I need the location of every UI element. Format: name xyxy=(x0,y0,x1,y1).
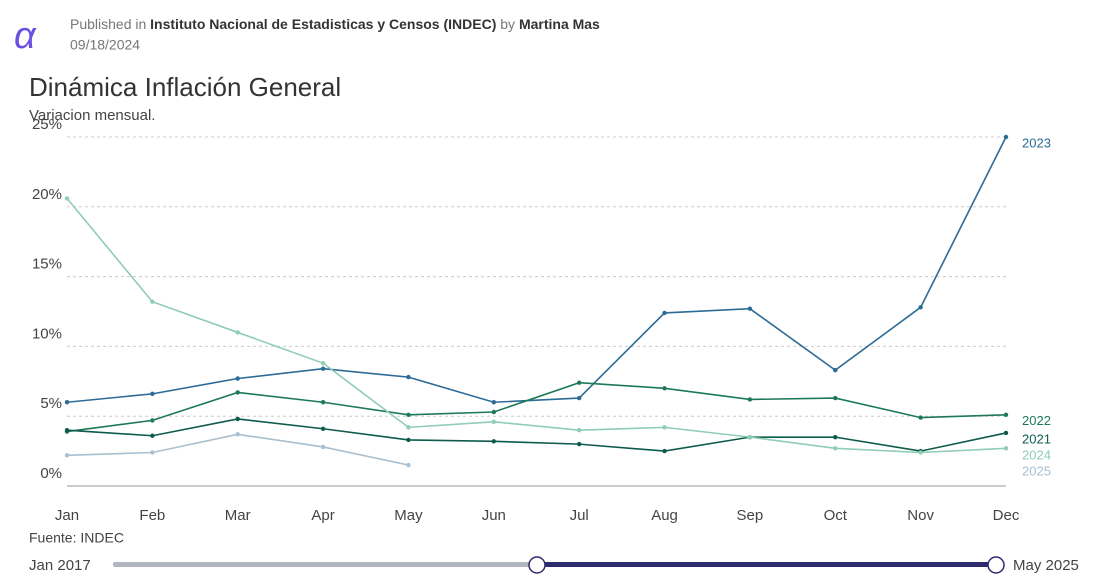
point xyxy=(320,366,326,371)
point xyxy=(406,437,411,443)
point xyxy=(662,448,667,454)
point xyxy=(406,462,411,468)
publisher[interactable]: Instituto Nacional de Estadisticas y Cen… xyxy=(150,16,496,32)
point xyxy=(320,360,326,366)
series-line xyxy=(66,381,1007,433)
point xyxy=(235,330,240,335)
point xyxy=(576,441,582,447)
point xyxy=(662,425,667,430)
point xyxy=(1003,134,1009,140)
x-tick-label: Jul xyxy=(570,507,589,524)
slider-range xyxy=(537,562,996,567)
x-tick-label: Sep xyxy=(737,507,764,524)
point xyxy=(918,450,923,455)
x-tick-label: Oct xyxy=(824,507,848,524)
point xyxy=(406,425,411,430)
y-tick-label: 20% xyxy=(32,186,62,203)
point xyxy=(918,305,923,310)
point xyxy=(576,427,582,433)
point xyxy=(491,400,497,405)
series-line xyxy=(66,418,1007,452)
point xyxy=(320,426,326,431)
point xyxy=(406,412,411,418)
point xyxy=(833,446,838,451)
point xyxy=(235,376,240,381)
x-tick-label: Mar xyxy=(225,507,251,524)
point xyxy=(662,386,667,391)
point xyxy=(833,395,838,401)
legend-label: 2025 xyxy=(1022,463,1051,478)
point xyxy=(1003,446,1009,451)
point xyxy=(235,432,240,437)
chart-subtitle: Variacion mensual. xyxy=(29,107,155,124)
slider-track xyxy=(113,562,537,567)
y-tick-label: 0% xyxy=(40,465,62,482)
point xyxy=(491,439,497,444)
x-tick-label: Dec xyxy=(993,507,1020,524)
point xyxy=(833,434,838,440)
y-tick-label: 10% xyxy=(32,325,62,342)
x-tick-label: May xyxy=(394,507,423,524)
slider-handle[interactable] xyxy=(528,556,546,574)
logo: α xyxy=(14,15,37,57)
point xyxy=(64,400,70,405)
date: 09/18/2024 xyxy=(70,37,140,53)
x-tick-label: Jan xyxy=(55,507,79,524)
point xyxy=(64,453,70,458)
author[interactable]: Martina Mas xyxy=(519,16,600,32)
point xyxy=(150,391,155,397)
y-tick-label: 5% xyxy=(40,395,62,412)
legend-label: 2022 xyxy=(1022,413,1051,428)
point xyxy=(1003,412,1009,418)
slider-start: Jan 2017 xyxy=(29,557,91,574)
point xyxy=(662,310,667,316)
point xyxy=(64,427,70,433)
point xyxy=(576,395,582,401)
slider-handle[interactable] xyxy=(987,556,1005,574)
by: by xyxy=(500,16,515,32)
point xyxy=(150,299,155,304)
published-in: Published in xyxy=(70,16,146,32)
point xyxy=(320,444,326,450)
point xyxy=(235,390,240,395)
chart-title: Dinámica Inflación General xyxy=(29,72,341,102)
source: Fuente: INDEC xyxy=(29,530,124,546)
point xyxy=(1003,430,1009,436)
point xyxy=(320,400,326,405)
series-line xyxy=(66,433,409,466)
x-tick-label: Jun xyxy=(482,507,506,524)
slider-end: May 2025 xyxy=(1013,557,1079,574)
x-tick-label: Aug xyxy=(651,507,678,524)
point xyxy=(747,306,753,311)
x-tick-label: Nov xyxy=(907,507,934,524)
point xyxy=(747,434,753,440)
point xyxy=(918,415,923,420)
x-tick-label: Feb xyxy=(139,507,165,524)
point xyxy=(150,418,155,423)
y-tick-label: 25% xyxy=(32,116,62,133)
point xyxy=(406,374,411,380)
series-line xyxy=(66,136,1007,404)
legend-label: 2024 xyxy=(1022,447,1051,462)
point xyxy=(150,433,155,438)
point xyxy=(64,196,70,201)
legend-label: 2023 xyxy=(1022,135,1051,150)
x-tick-label: Apr xyxy=(311,507,334,524)
point xyxy=(491,409,497,415)
point xyxy=(235,416,240,422)
point xyxy=(576,380,582,385)
publish-line: Published in Instituto Nacional de Estad… xyxy=(70,16,600,32)
point xyxy=(150,450,155,455)
point xyxy=(747,397,753,402)
point xyxy=(833,367,838,373)
series-line xyxy=(66,197,1007,454)
y-tick-label: 15% xyxy=(32,256,62,273)
legend-label: 2021 xyxy=(1022,431,1051,446)
point xyxy=(491,419,497,424)
